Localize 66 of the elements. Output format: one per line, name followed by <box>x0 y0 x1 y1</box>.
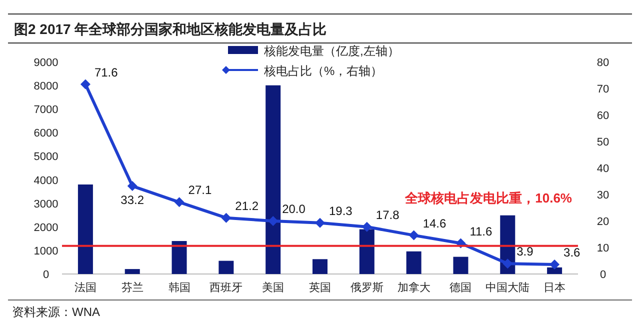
point <box>221 212 232 223</box>
point <box>408 230 419 240</box>
x-tick-label: 俄罗斯 <box>350 281 384 294</box>
x-tick-label: 英国 <box>309 281 331 294</box>
data-label: 11.6 <box>470 224 493 238</box>
legend-label: 核能发电量（亿度,左轴） <box>263 44 400 58</box>
point <box>268 216 278 226</box>
y-tick-label: 2000 <box>34 222 58 234</box>
y-tick-label: 7000 <box>34 104 58 116</box>
chart-title: 图2 2017 年全球部分国家和地区核能发电量及占比 <box>14 21 327 37</box>
bar <box>218 260 234 274</box>
x-tick-label: 德国 <box>450 282 472 294</box>
y-tick-label: 6000 <box>34 128 58 140</box>
point <box>362 222 372 232</box>
x-tick-label: 美国 <box>262 281 284 294</box>
y2-tick-label: 40 <box>596 163 610 175</box>
bar <box>453 256 468 274</box>
y2-tick-label: 60 <box>596 110 610 122</box>
point <box>80 79 90 90</box>
x-tick-label: 韩国 <box>168 281 190 294</box>
y-tick-label: 1000 <box>34 245 58 258</box>
data-label: 71.6 <box>94 65 118 80</box>
bar <box>312 259 328 274</box>
y2-tick-label: 80 <box>596 57 610 69</box>
data-label: 33.2 <box>120 193 144 208</box>
y-tick-label: 0 <box>42 269 50 281</box>
data-label: 21.2 <box>235 198 259 213</box>
x-tick-label: 日本 <box>544 281 566 294</box>
y2-tick-label: 0 <box>600 269 606 281</box>
x-tick-label: 加拿大 <box>397 281 430 294</box>
data-label: 14.6 <box>422 216 446 230</box>
bar <box>172 241 187 274</box>
point <box>502 258 513 269</box>
data-label: 3.9 <box>516 244 534 259</box>
point <box>315 218 325 228</box>
data-label: 27.1 <box>188 183 212 198</box>
data-label: 20.0 <box>282 202 306 216</box>
x-tick-label: 中国大陆 <box>486 281 530 294</box>
ref-line-label: 全球核电占发电比重，10.6% <box>404 190 572 206</box>
x-tick-label: 芬兰 <box>121 281 144 294</box>
data-label: 19.3 <box>329 204 353 218</box>
y2-tick-label: 50 <box>596 136 610 148</box>
y-tick-label: 3000 <box>34 198 58 210</box>
point <box>550 259 560 270</box>
x-tick-label: 法国 <box>74 281 96 294</box>
x-tick-label: 西班牙 <box>210 281 243 294</box>
y-tick-label: 4000 <box>34 174 58 187</box>
y2-tick-label: 70 <box>596 84 610 96</box>
point <box>174 197 184 208</box>
y-tick-label: 9000 <box>34 57 58 69</box>
text: 资料来源：WNA <box>12 305 100 319</box>
data-label: 3.6 <box>564 245 581 260</box>
bar <box>124 269 140 274</box>
bar <box>266 85 281 274</box>
y2-tick-label: 20 <box>596 216 610 228</box>
point <box>127 181 138 192</box>
y2-tick-label: 30 <box>596 190 610 202</box>
data-label: 17.8 <box>376 208 400 222</box>
y-tick-label: 8000 <box>34 80 58 93</box>
y2-tick-label: 10 <box>596 242 610 254</box>
legend-label: 核电占比（%，右轴） <box>263 64 383 78</box>
bar <box>547 267 562 274</box>
bar <box>78 184 93 274</box>
bar <box>359 229 374 274</box>
y-tick-label: 5000 <box>34 151 58 164</box>
bar <box>406 251 422 274</box>
